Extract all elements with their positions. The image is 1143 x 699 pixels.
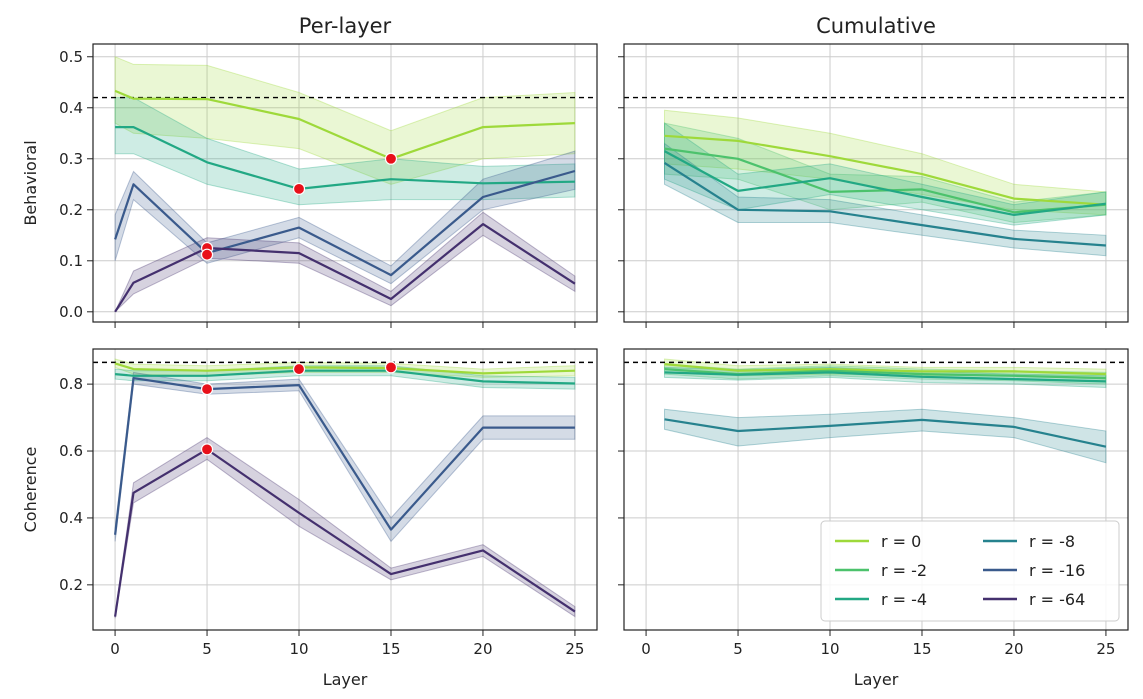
band-r8 — [664, 408, 1107, 464]
legend-label: r = 0 — [881, 532, 921, 551]
highlight-marker — [200, 248, 214, 261]
y-axis-label: Behavioral — [21, 140, 40, 225]
y-tick-label: 0.2 — [59, 576, 83, 594]
series-line-r8 — [663, 161, 1106, 247]
x-tick-label: 25 — [1096, 640, 1115, 658]
y-axis-label: Coherence — [21, 447, 40, 533]
band-r8 — [664, 142, 1107, 257]
y-tick-label: 0.0 — [59, 303, 83, 321]
band-r0 — [664, 109, 1107, 216]
plot-area — [624, 96, 1128, 257]
highlight-marker — [384, 152, 398, 165]
y-tick-label: 0.4 — [59, 509, 83, 527]
series-line-r16 — [114, 169, 576, 277]
x-tick-label: 5 — [733, 640, 743, 658]
series-line-r64 — [114, 223, 576, 313]
series-line-r4 — [663, 150, 1107, 216]
y-tick-label: 0.2 — [59, 201, 83, 219]
x-tick-label: 25 — [565, 640, 584, 658]
x-tick-label: 0 — [641, 640, 651, 658]
axes-frame — [92, 348, 598, 631]
x-tick-label: 15 — [912, 640, 931, 658]
band-r2 — [664, 122, 1107, 224]
band-r64 — [114, 211, 576, 313]
highlight-marker — [384, 361, 398, 374]
x-tick-label: 0 — [110, 640, 120, 658]
panel-p11: 0 5 10 15 20 25 Layer — [618, 348, 1129, 689]
x-tick-label: 10 — [820, 640, 839, 658]
y-tick-label: 0.8 — [59, 375, 83, 393]
panel-title: Per-layer — [299, 14, 392, 38]
x-tick-label: 20 — [473, 640, 492, 658]
band-r16 — [114, 150, 576, 285]
axes-frame — [623, 43, 1129, 323]
series-line-r64 — [114, 448, 576, 617]
x-tick-label: 15 — [381, 640, 400, 658]
axes-frame — [623, 348, 1129, 631]
panels: 0.0 0.1 0.2 0.3 0.4 0.5 Per-layer Behavioral Cum… — [21, 14, 1129, 689]
y-tick-label: 0.4 — [59, 99, 83, 117]
y-tick-label: 0.1 — [59, 252, 83, 270]
highlight-marker — [200, 443, 214, 456]
highlight-marker — [292, 182, 306, 195]
legend: r = 0 r = -2 r = -4 r = -8 r = -16 r = -64 — [820, 520, 1120, 622]
series-line-r16 — [114, 377, 575, 535]
panel-p00: 0.0 0.1 0.2 0.3 0.4 0.5 Per-layer Behavioral — [21, 14, 598, 328]
x-tick-label: 20 — [1004, 640, 1023, 658]
x-tick-label: 10 — [289, 640, 308, 658]
axes-frame — [92, 43, 598, 323]
legend-label: r = -4 — [881, 590, 927, 609]
panel-p01: Cumulative — [618, 14, 1129, 328]
series-line-r8 — [664, 418, 1107, 448]
y-tick-label: 0.3 — [59, 150, 83, 168]
band-r0 — [114, 56, 576, 185]
series-line-r0 — [114, 89, 575, 160]
band-r64 — [114, 437, 576, 619]
x-tick-label: 5 — [202, 640, 212, 658]
series-line-r0 — [664, 363, 1106, 376]
legend-label: r = -16 — [1029, 561, 1085, 580]
legend-label: r = -64 — [1029, 590, 1085, 609]
x-axis-label: Layer — [854, 670, 899, 689]
series-line-r2 — [664, 147, 1106, 214]
panel-title: Cumulative — [816, 14, 936, 38]
plot-area — [93, 56, 597, 313]
plot-area — [624, 358, 1128, 464]
series-line-r4 — [664, 371, 1106, 383]
highlight-marker — [292, 362, 306, 376]
highlight-marker — [200, 383, 214, 396]
legend-label: r = -8 — [1029, 532, 1075, 551]
y-tick-label: 0.5 — [59, 48, 83, 66]
band-r4 — [114, 97, 576, 206]
legend-label: r = -2 — [881, 561, 927, 580]
y-tick-label: 0.6 — [59, 442, 83, 460]
series-line-r0 — [664, 134, 1106, 206]
legend-box — [820, 520, 1120, 622]
x-axis-label: Layer — [323, 670, 368, 689]
series-line-r2 — [664, 368, 1106, 380]
panel-p10: 0 5 10 15 20 25 0.2 0.4 0.6 0.8 Layer Coherence — [21, 348, 598, 689]
